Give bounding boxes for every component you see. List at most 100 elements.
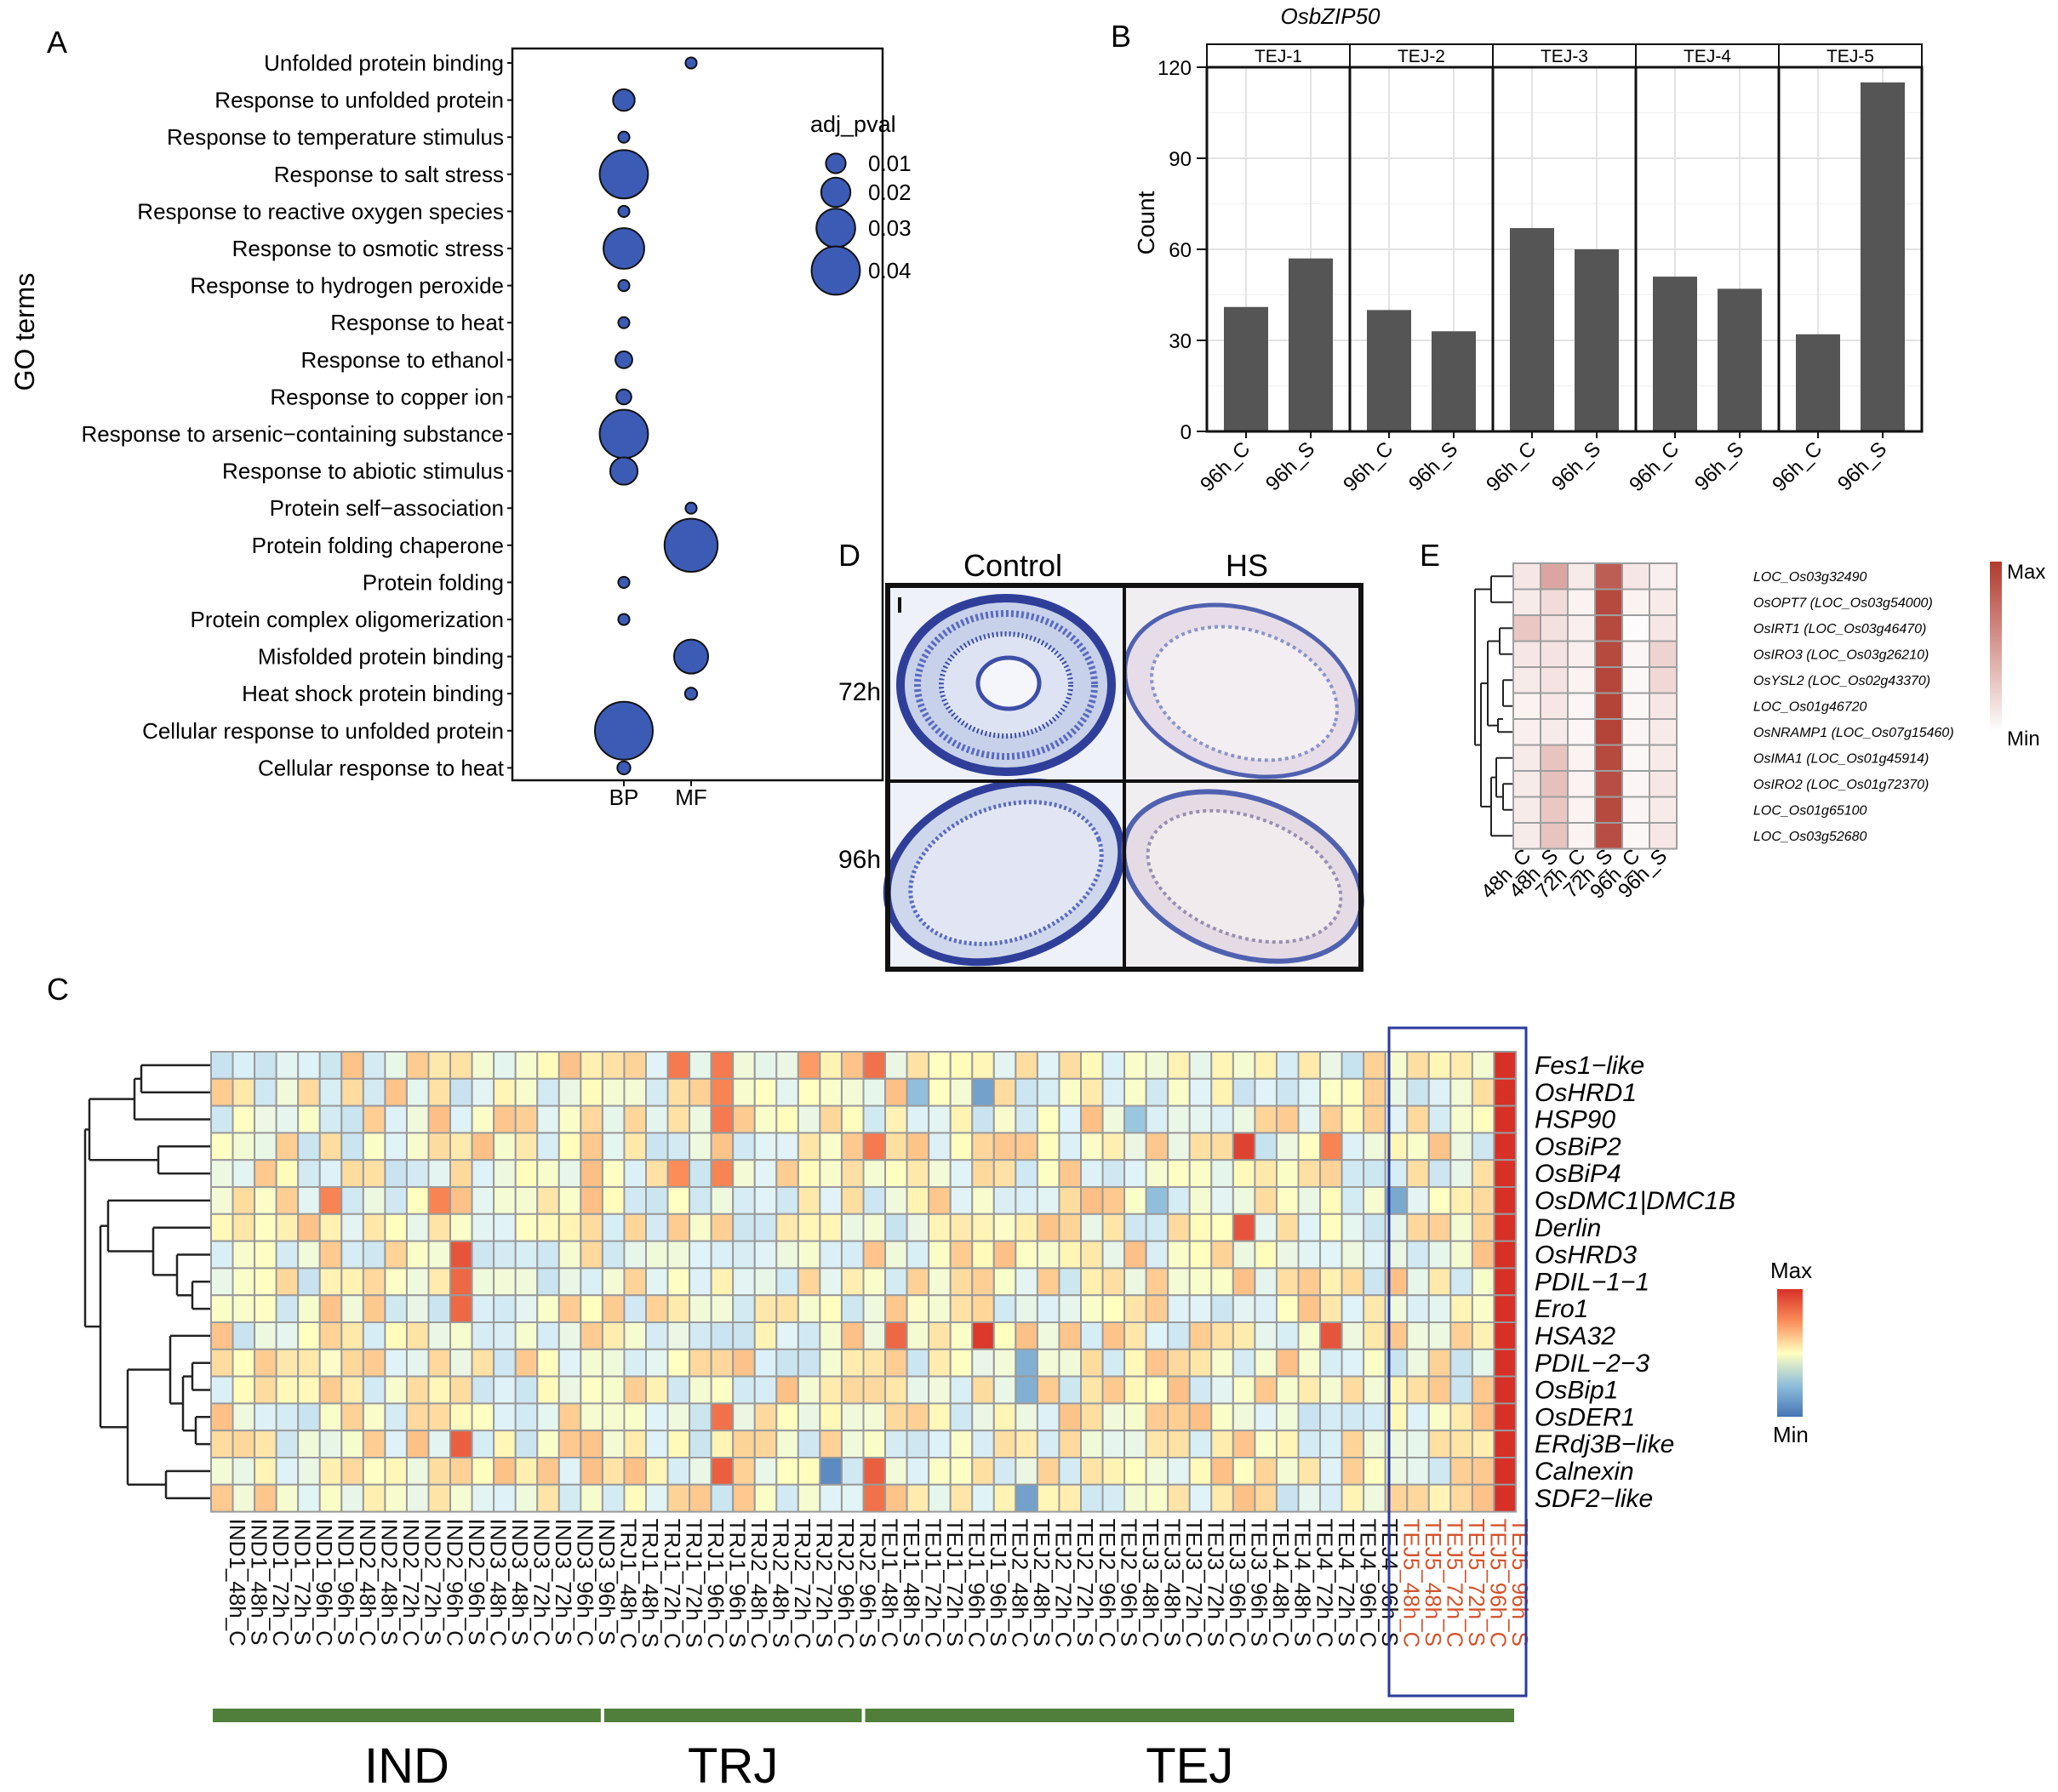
c-cell (514, 1348, 539, 1378)
c-cell (1145, 1240, 1169, 1270)
c-cell (840, 1186, 865, 1215)
c-cell (384, 1457, 408, 1486)
e-cell (1540, 822, 1569, 850)
e-cell (1540, 692, 1569, 720)
c-cell (971, 1321, 995, 1350)
c-cell (427, 1240, 452, 1270)
c-cell (949, 1483, 974, 1513)
c-col-label: IND3_96h_C (573, 1519, 598, 1646)
c-cell (1449, 1483, 1473, 1513)
e-row-label: OsIRO2 (LOC_Os01g72370) (1753, 778, 1929, 792)
c-cell (1297, 1348, 1322, 1378)
c-cell (449, 1051, 473, 1080)
c-cell (862, 1186, 887, 1215)
c-cell (580, 1375, 603, 1405)
c-col-label: TEJ2_48h_S (1029, 1519, 1055, 1646)
c-cell (862, 1267, 887, 1297)
c-cell (384, 1267, 408, 1297)
c-cell (623, 1430, 648, 1458)
c-cell (928, 1240, 952, 1270)
c-cell (427, 1483, 452, 1513)
c-cell (471, 1159, 495, 1188)
c-cell (318, 1483, 343, 1513)
e-cell (1594, 692, 1623, 720)
c-cell (949, 1186, 974, 1215)
c-cell (1015, 1159, 1038, 1188)
e-cell (1649, 822, 1678, 850)
c-cell (1123, 1159, 1147, 1188)
c-cell (275, 1294, 300, 1323)
c-cell (1471, 1051, 1495, 1080)
c-cell (1101, 1375, 1126, 1405)
c-cell (1232, 1051, 1256, 1080)
e-cell (1621, 562, 1650, 591)
c-cell (1449, 1051, 1473, 1080)
e-cell (1621, 666, 1650, 694)
c-cell (254, 1213, 277, 1242)
c-col-label: TRJ1_96h_S (724, 1519, 750, 1648)
c-group-label: TEJ (1146, 1738, 1233, 1792)
c-cell (1232, 1267, 1256, 1297)
c-cell (949, 1402, 974, 1432)
c-cell (471, 1051, 495, 1080)
c-cell (493, 1051, 517, 1080)
c-cell (906, 1051, 930, 1080)
c-cell (1167, 1348, 1191, 1378)
c-row-label: Calnexin (1535, 1458, 1634, 1486)
e-cell (1512, 718, 1541, 746)
c-cell (340, 1294, 364, 1323)
go-dot (673, 638, 709, 675)
c-cell (601, 1375, 626, 1405)
c-cell (1123, 1051, 1147, 1080)
c-cell (1427, 1267, 1452, 1297)
c-cell (906, 1267, 930, 1297)
c-cell (1210, 1132, 1234, 1161)
c-cell (1471, 1430, 1495, 1458)
c-cell (884, 1077, 908, 1107)
c-cell (1123, 1321, 1147, 1350)
c-group-bar (213, 1709, 601, 1722)
c-cell (753, 1375, 778, 1405)
c-row-label: SDF2−like (1535, 1485, 1653, 1513)
c-cell (949, 1159, 974, 1188)
c-cell (1471, 1294, 1495, 1323)
c-cell (1188, 1213, 1213, 1242)
c-cell (710, 1077, 735, 1107)
b-facet-border (1777, 66, 1924, 433)
c-cell (449, 1077, 473, 1107)
c-cell (275, 1267, 300, 1297)
e-cell (1649, 744, 1678, 772)
e-row-label: LOC_Os03g52680 (1753, 830, 1867, 844)
c-cell (819, 1348, 843, 1378)
c-cell (1254, 1402, 1278, 1432)
go-term-label: Response to temperature stimulus (167, 124, 504, 150)
c-cell (819, 1457, 843, 1486)
c-cell (1188, 1402, 1213, 1432)
c-cell (1167, 1430, 1191, 1458)
c-cell (1210, 1430, 1234, 1458)
c-cell (645, 1132, 669, 1161)
c-cell (753, 1159, 778, 1188)
c-cell (580, 1213, 603, 1242)
b-x-tick-label: 96h_C (1768, 437, 1826, 496)
c-cell (1493, 1430, 1517, 1458)
c-cell (928, 1430, 952, 1458)
c-cell (753, 1321, 778, 1350)
c-cell (928, 1132, 952, 1161)
c-cell (1080, 1375, 1104, 1405)
c-cell (1449, 1457, 1473, 1486)
c-cell (1123, 1213, 1147, 1242)
c-cell (514, 1159, 539, 1188)
c-cell (840, 1077, 865, 1107)
c-cell (254, 1051, 277, 1080)
c-cell (819, 1430, 843, 1458)
c-cell (340, 1457, 364, 1486)
c-cell (1015, 1240, 1038, 1270)
e-cell (1594, 796, 1623, 824)
c-cell (710, 1321, 735, 1350)
c-cell (710, 1375, 735, 1405)
c-col-label: TEJ3_48h_C (1138, 1519, 1163, 1648)
c-cell (1145, 1267, 1169, 1297)
c-cell (862, 1483, 887, 1513)
c-cell (1275, 1294, 1300, 1323)
